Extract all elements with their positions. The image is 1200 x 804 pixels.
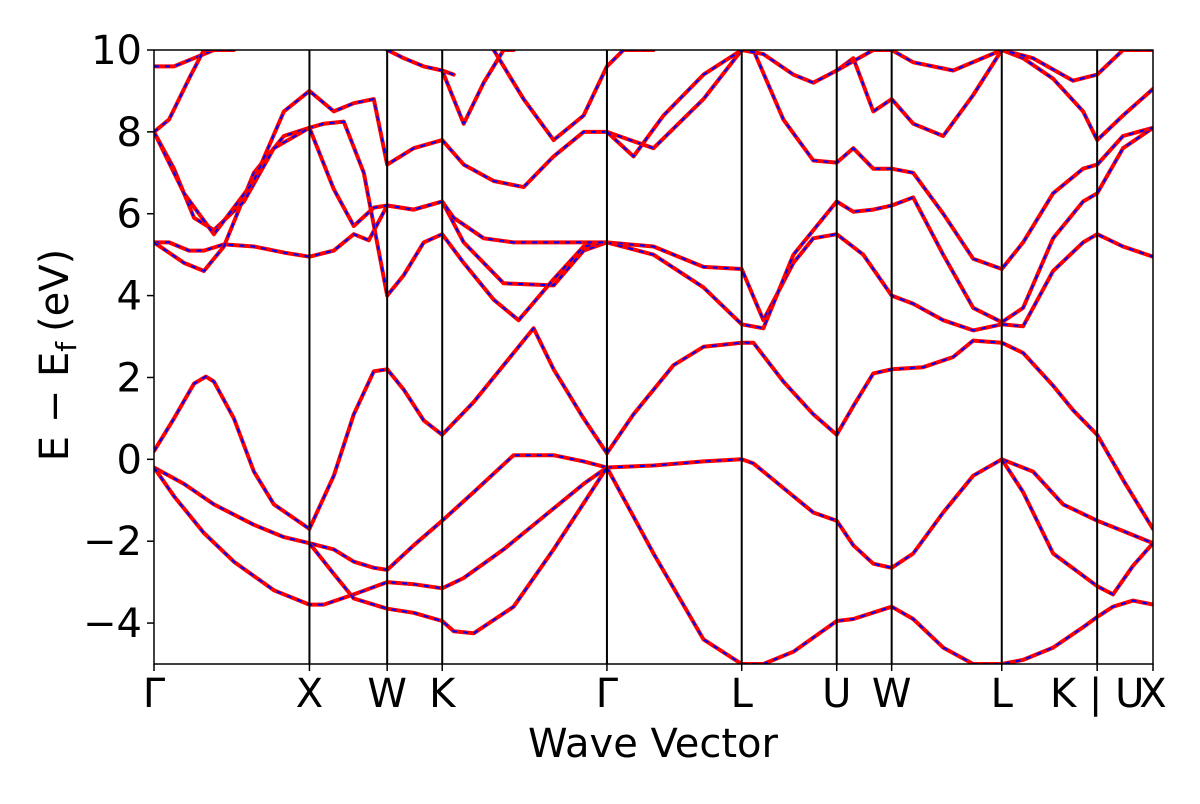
y-tick-label: 10 xyxy=(91,28,142,74)
band-8-blue xyxy=(308,466,608,635)
band-18-blue xyxy=(154,50,234,68)
band-14-red xyxy=(604,50,1153,271)
band-17-red xyxy=(604,50,1153,159)
x-tick-label: U xyxy=(822,671,851,717)
band-4-blue xyxy=(154,454,608,571)
x-tick-label: X xyxy=(1139,671,1166,717)
y-axis-label-main: E − E xyxy=(32,352,78,462)
y-axis-label-subscript: f xyxy=(50,341,83,352)
x-tick-label: Γ xyxy=(596,671,619,717)
y-axis-ticks: −4 −2 0 2 4 6 8 10 xyxy=(83,28,154,647)
x-tick-label: L xyxy=(991,671,1014,717)
band-17-blue xyxy=(606,50,1153,158)
band-2-red xyxy=(307,326,609,531)
band-10-blue xyxy=(154,200,608,287)
band-8-red xyxy=(307,465,609,636)
y-tick-label: 2 xyxy=(117,355,142,401)
band-23-red xyxy=(834,50,1153,83)
band-16-red xyxy=(154,88,609,237)
high-symmetry-lines xyxy=(308,50,1099,664)
band-12-blue xyxy=(606,233,1153,332)
band-1-blue xyxy=(154,375,310,530)
band-9-blue xyxy=(1000,458,1153,596)
y-tick-label: 6 xyxy=(117,192,142,238)
band-11-blue xyxy=(154,120,608,322)
band-13-red xyxy=(604,125,1153,331)
bands-layer xyxy=(154,50,1153,664)
band-18-red xyxy=(154,50,236,69)
y-tick-label: −2 xyxy=(83,519,142,565)
y-tick-label: −4 xyxy=(83,601,142,647)
band-6-blue xyxy=(154,466,608,606)
x-tick-label: K | U xyxy=(1050,671,1144,717)
x-tick-label: L xyxy=(731,671,754,717)
band-14-blue xyxy=(606,50,1153,270)
band-21-red xyxy=(385,50,456,77)
x-tick-label: W xyxy=(872,671,912,717)
band-5-blue xyxy=(606,458,1153,569)
band-3-red xyxy=(604,338,1153,531)
band-22-red xyxy=(491,50,656,143)
band-21-blue xyxy=(386,50,455,76)
plot-frame xyxy=(153,49,1154,665)
y-tick-label: 8 xyxy=(117,110,142,156)
band-16-blue xyxy=(154,89,607,236)
band-15-blue xyxy=(154,126,607,244)
band-9-red xyxy=(999,457,1153,597)
band-5-red xyxy=(604,457,1153,570)
y-axis-label-unit: (eV) xyxy=(32,249,78,332)
band-20-red xyxy=(440,50,516,126)
band-1-red xyxy=(154,374,312,531)
band-22-blue xyxy=(492,50,654,142)
x-tick-label: X xyxy=(296,671,323,717)
y-tick-label: 0 xyxy=(117,437,142,483)
band-13-blue xyxy=(606,126,1153,330)
band-19-blue xyxy=(154,50,224,133)
band-20-blue xyxy=(441,50,514,125)
band-7-blue xyxy=(606,467,1153,664)
x-axis-label: Wave Vector xyxy=(528,721,779,767)
band-12-red xyxy=(604,232,1153,333)
x-tick-label: W xyxy=(367,671,407,717)
x-tick-label: K xyxy=(429,671,457,717)
y-axis-label: E − Ef (eV) xyxy=(32,249,83,462)
x-tick-label: Γ xyxy=(143,671,166,717)
band-3-blue xyxy=(606,339,1153,530)
y-tick-label: 4 xyxy=(117,274,142,320)
